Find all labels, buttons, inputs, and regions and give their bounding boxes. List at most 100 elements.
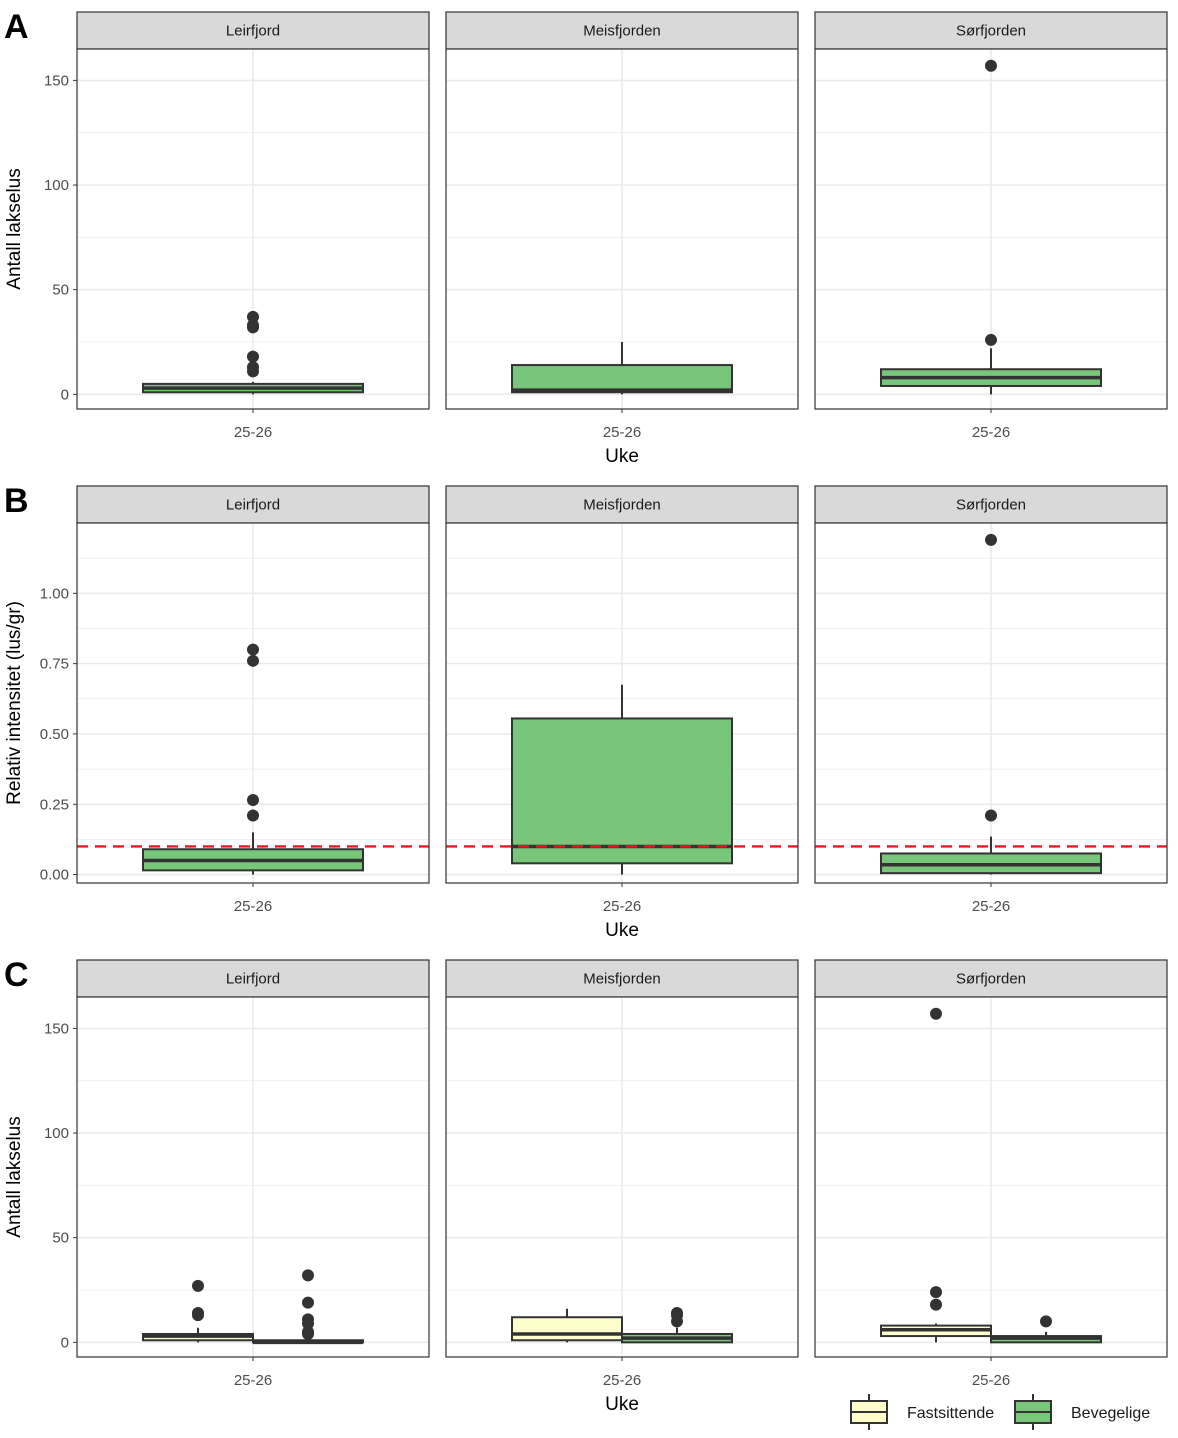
- box-single: [880, 59, 1102, 395]
- panel-letter: B: [4, 482, 29, 520]
- y-tick-label: 50: [52, 282, 69, 299]
- facet-strip-label: Sørfjorden: [956, 971, 1026, 988]
- x-axis-title: Uke: [605, 920, 639, 941]
- box-single: [142, 643, 364, 875]
- box-iqr: [511, 717, 733, 865]
- outlier-point: [985, 533, 997, 546]
- chart-C: C Antall lakselus Uke 0 50 100 150 Leirfjord 25-…: [4, 956, 1168, 1415]
- x-axis-title: Uke: [605, 1394, 639, 1415]
- box-iqr: [511, 1316, 623, 1342]
- outlier-point: [930, 1298, 942, 1311]
- y-tick-label: 1.00: [40, 585, 69, 602]
- outlier-point: [247, 321, 259, 334]
- facet-strip: [814, 959, 1168, 998]
- x-axis-title: Uke: [605, 446, 639, 467]
- outlier-point: [985, 809, 997, 822]
- y-axis-title: Relativ intensitet (lus/gr): [4, 601, 25, 805]
- x-tick-label: 25-26: [234, 1372, 272, 1389]
- outlier-point: [1040, 1315, 1052, 1328]
- outlier-point: [302, 1296, 314, 1309]
- facet-strip-label: Leirfjord: [226, 497, 280, 514]
- y-tick-label: 100: [44, 1125, 69, 1142]
- outlier-point: [302, 1327, 314, 1340]
- x-tick-label: 25-26: [234, 424, 272, 441]
- outlier-point: [985, 333, 997, 346]
- y-axis-title: Antall lakselus: [4, 1116, 25, 1237]
- x-tick-label: 25-26: [603, 424, 641, 441]
- facet-meisfjorden: Meisfjorden 25-26: [445, 485, 799, 915]
- y-axis-title: Antall lakselus: [4, 168, 25, 289]
- legend-label: Bevegelige: [1071, 1405, 1150, 1422]
- box-fastsittende: [511, 1308, 623, 1343]
- facet-s-rfjorden: Sørfjorden 25-26: [814, 11, 1168, 441]
- outlier-point: [247, 365, 259, 378]
- facet-strip: [445, 959, 799, 998]
- x-tick-label: 25-26: [234, 898, 272, 915]
- chart-A: A Antall lakselus Uke 0 50 100 150 Leirfjord 25-…: [4, 8, 1168, 467]
- x-tick-label: 25-26: [603, 898, 641, 915]
- y-tick-label: 150: [44, 72, 69, 89]
- outlier-point: [930, 1007, 942, 1020]
- legend-key-fastsittende: [850, 1394, 888, 1430]
- box-iqr: [511, 364, 733, 394]
- outlier-point: [930, 1286, 942, 1299]
- facet-strip-label: Meisfjorden: [583, 971, 661, 988]
- facet-strip: [445, 485, 799, 524]
- x-tick-label: 25-26: [603, 1372, 641, 1389]
- outlier-point: [671, 1315, 683, 1328]
- outlier-point: [247, 809, 259, 822]
- x-tick-label: 25-26: [972, 424, 1010, 441]
- outlier-point: [247, 643, 259, 656]
- y-tick-label: 0: [61, 1334, 69, 1351]
- facet-strip-label: Meisfjorden: [583, 23, 661, 40]
- legend-key-bevegelige: [1014, 1394, 1052, 1430]
- y-tick-label: 0.75: [40, 656, 69, 673]
- panel-letter: C: [4, 956, 29, 994]
- box-bevegelige: [990, 1315, 1102, 1344]
- box-fastsittende: [142, 1279, 254, 1343]
- box-single: [511, 684, 733, 875]
- outlier-point: [247, 350, 259, 363]
- box-bevegelige: [621, 1307, 733, 1344]
- outlier-point: [192, 1279, 204, 1292]
- y-tick-label: 0.00: [40, 867, 69, 884]
- facet-strip-label: Sørfjorden: [956, 497, 1026, 514]
- box-fastsittende: [880, 1007, 992, 1343]
- facet-leirfjord: Leirfjord 25-26: [76, 959, 430, 1389]
- chart-B: B Relativ intensitet (lus/gr) Uke 0.00 0.25 0…: [4, 482, 1168, 941]
- facet-strip-label: Meisfjorden: [583, 497, 661, 514]
- facet-leirfjord: Leirfjord 25-26: [76, 11, 430, 441]
- y-tick-label: 0.50: [40, 726, 69, 743]
- legend-label: Fastsittende: [907, 1405, 994, 1422]
- outlier-point: [247, 654, 259, 667]
- x-tick-label: 25-26: [972, 1372, 1010, 1389]
- panel-letter: A: [4, 8, 29, 46]
- facet-meisfjorden: Meisfjorden 25-26: [445, 959, 799, 1389]
- facet-strip-label: Leirfjord: [226, 23, 280, 40]
- box-single: [880, 533, 1102, 875]
- y-tick-label: 100: [44, 177, 69, 194]
- facet-s-rfjorden: Sørfjorden 25-26: [814, 959, 1168, 1389]
- facet-strip: [76, 959, 430, 998]
- box-single: [511, 342, 733, 395]
- facet-meisfjorden: Meisfjorden 25-26: [445, 11, 799, 441]
- y-tick-label: 150: [44, 1020, 69, 1037]
- facet-leirfjord: Leirfjord 25-26: [76, 485, 430, 915]
- y-tick-label: 0: [61, 386, 69, 403]
- outlier-point: [302, 1269, 314, 1282]
- facet-strip-label: Leirfjord: [226, 971, 280, 988]
- outlier-point: [985, 59, 997, 72]
- legend: Fastsittende Bevegelige: [850, 1394, 1150, 1430]
- outlier-point: [192, 1309, 204, 1322]
- box-bevegelige: [252, 1269, 364, 1345]
- facet-strip: [814, 11, 1168, 50]
- facet-strip: [445, 11, 799, 50]
- x-tick-label: 25-26: [972, 898, 1010, 915]
- box-single: [142, 310, 364, 395]
- facet-strip-label: Sørfjorden: [956, 23, 1026, 40]
- outlier-point: [302, 1317, 314, 1330]
- y-tick-label: 0.25: [40, 796, 69, 813]
- outlier-point: [247, 794, 259, 807]
- outlier-point: [247, 310, 259, 323]
